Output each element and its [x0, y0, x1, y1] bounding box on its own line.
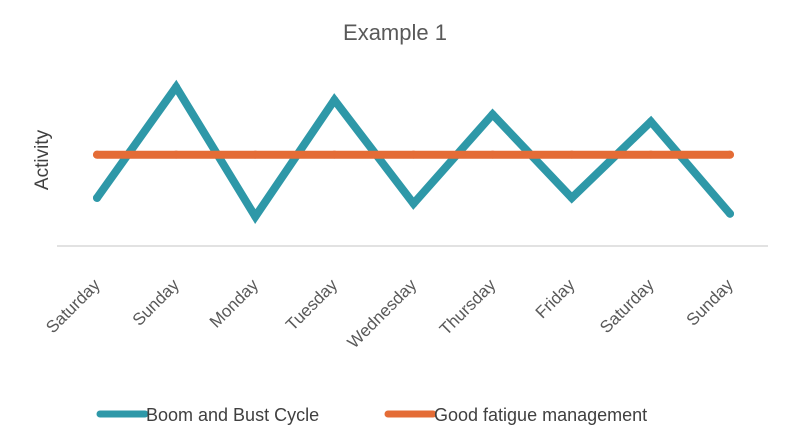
x-tick-label: Saturday	[42, 275, 104, 337]
data-point	[251, 212, 260, 221]
data-point	[93, 150, 101, 159]
data-point	[93, 193, 101, 202]
data-point	[567, 150, 576, 159]
x-tick-label: Sunday	[129, 275, 184, 330]
legend: Boom and Bust Cycle Good fatigue manageme…	[96, 405, 647, 425]
data-point	[409, 199, 418, 208]
data-point	[488, 110, 497, 119]
x-axis-ticks: Saturday Sunday Monday Tuesday Wednesday Thur…	[42, 275, 737, 352]
data-point	[567, 193, 576, 202]
data-point	[330, 150, 339, 159]
x-tick-label: Wednesday	[344, 275, 421, 352]
data-point	[409, 150, 418, 159]
series-layer	[93, 79, 734, 224]
data-point	[488, 150, 497, 159]
data-point	[172, 83, 181, 91]
data-point	[172, 150, 181, 159]
data-point	[646, 150, 655, 159]
data-point	[330, 95, 339, 104]
x-tick-label: Friday	[532, 275, 579, 322]
x-tick-label: Monday	[206, 275, 263, 332]
legend-label: Good fatigue management	[434, 405, 647, 425]
x-tick-label: Tuesday	[282, 275, 341, 334]
data-point	[726, 150, 734, 159]
x-tick-label: Thursday	[436, 275, 500, 339]
x-tick-label: Saturday	[596, 275, 658, 337]
data-point	[726, 209, 734, 218]
data-point	[646, 117, 655, 126]
y-axis-label: Activity	[32, 129, 53, 190]
legend-label: Boom and Bust Cycle	[146, 405, 319, 425]
chart-title: Example 1	[343, 20, 447, 45]
x-tick-label: Sunday	[683, 275, 738, 330]
data-point	[251, 150, 260, 159]
